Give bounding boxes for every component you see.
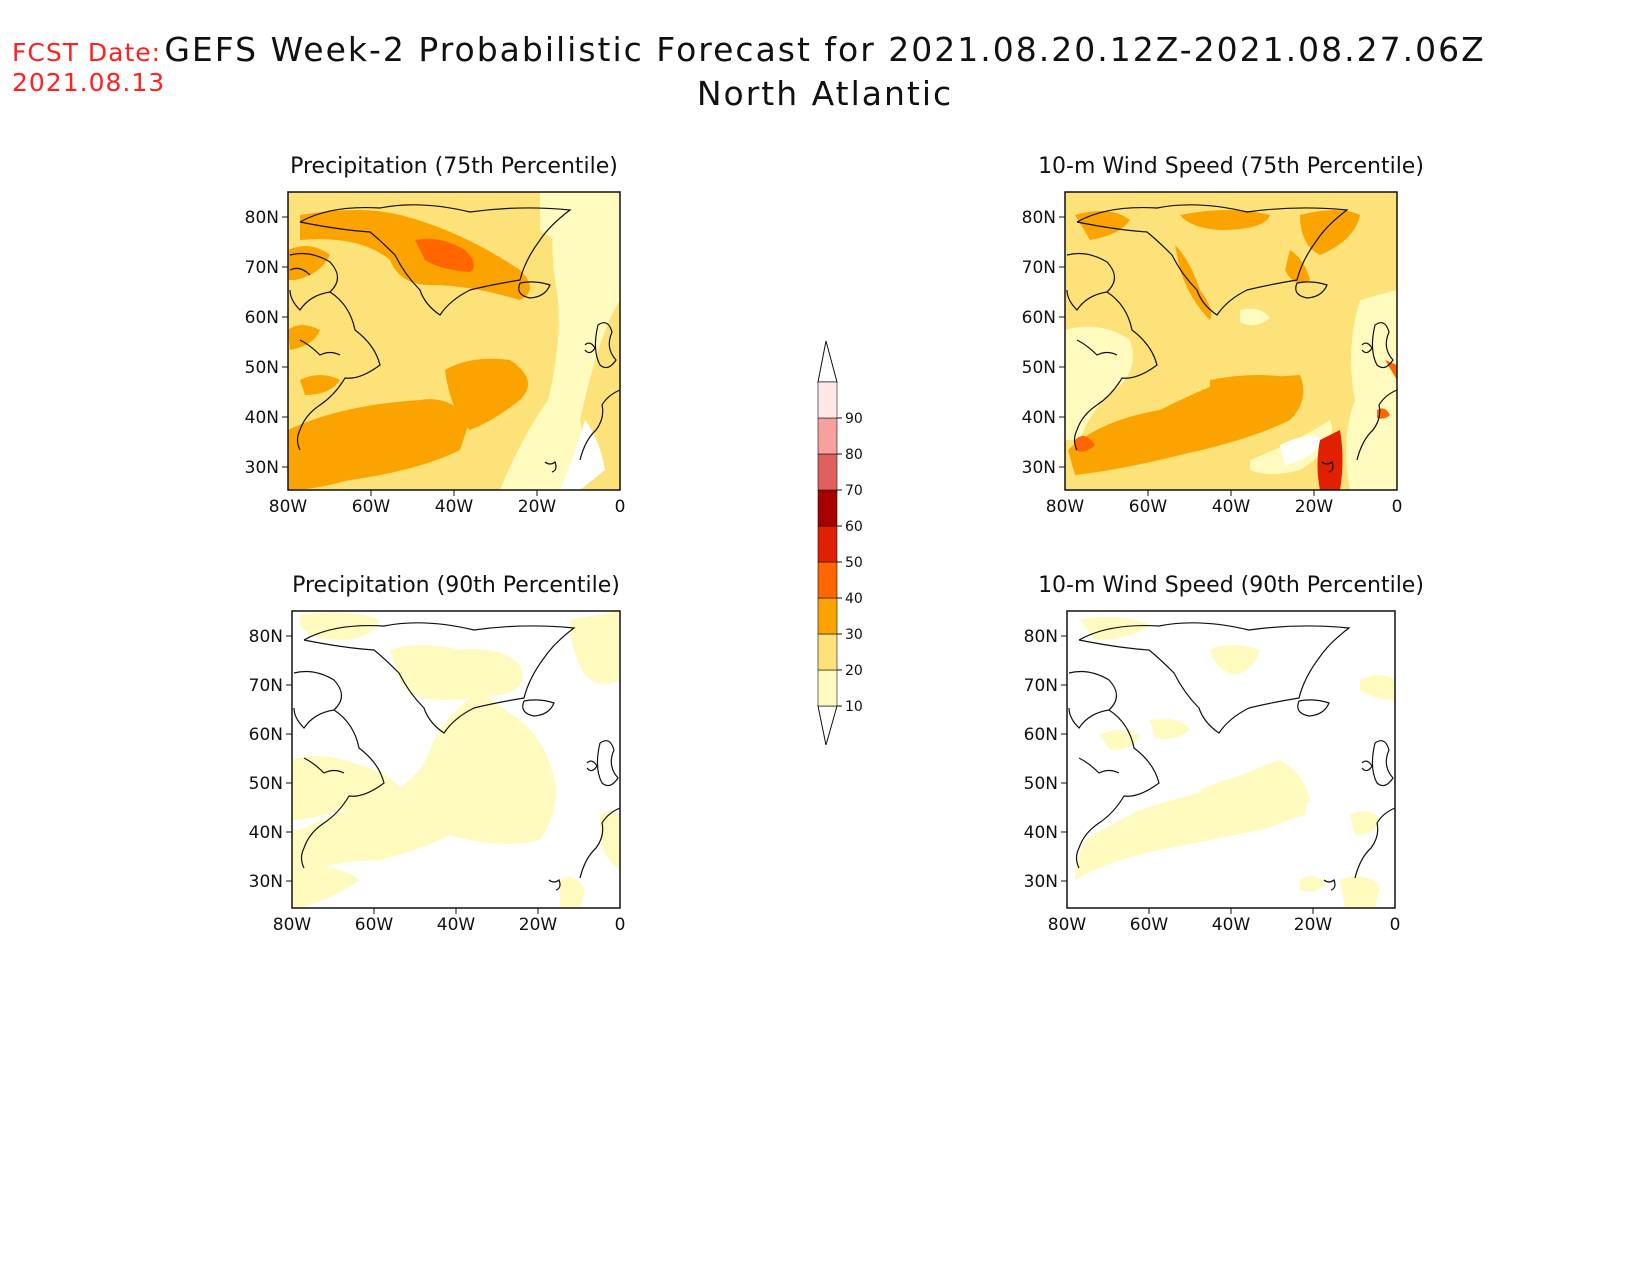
panel-title: 10-m Wind Speed (75th Percentile) <box>1038 154 1424 179</box>
lon-label: 80W <box>273 915 312 935</box>
lat-label: 30N <box>245 458 279 478</box>
lon-label: 40W <box>435 497 474 517</box>
coastline <box>1068 622 1395 891</box>
lat-label: 30N <box>1024 872 1058 892</box>
fcst-date-value: 2021.08.13 <box>12 68 166 97</box>
lon-label: 60W <box>355 915 394 935</box>
probability-field <box>1067 611 1395 908</box>
colorbar-swatch <box>817 453 838 491</box>
lon-label: 80W <box>1046 497 1085 517</box>
lon-label: 0 <box>615 915 626 935</box>
colorbar-label: 60 <box>845 519 863 535</box>
colorbar-swatch <box>817 417 838 455</box>
page-title: GEFS Week-2 Probabilistic Forecast for 2… <box>164 30 1486 69</box>
colorbar-swatch <box>817 597 838 635</box>
fcst-date-caption: FCST Date: <box>12 38 162 67</box>
probability-field <box>292 611 620 908</box>
coastline <box>1066 204 1397 473</box>
lat-label: 50N <box>245 358 279 378</box>
panel-precip-75: Precipitation (75th Percentile) <box>245 154 626 517</box>
colorbar-label: 90 <box>845 411 863 427</box>
colorbar-label: 10 <box>845 699 863 715</box>
lon-label: 60W <box>1129 497 1168 517</box>
forecast-date-label: FCST Date: 2021.08.13 <box>12 38 165 98</box>
probability-field <box>288 192 620 490</box>
colorbar-top-arrow <box>817 340 838 383</box>
lat-label: 60N <box>1024 725 1058 745</box>
lat-label: 70N <box>1022 258 1056 278</box>
lon-label: 20W <box>519 915 558 935</box>
panel-wind-75: 10-m Wind Speed (75th Percentile) <box>1022 154 1424 517</box>
lat-label: 40N <box>245 408 279 428</box>
lon-tick-labels: 80W 60W 40W 20W 0 <box>273 915 626 935</box>
panel-title: 10-m Wind Speed (90th Percentile) <box>1038 573 1424 598</box>
colorbar-swatch <box>817 633 838 671</box>
lat-label: 80N <box>245 208 279 228</box>
lat-tick-labels: 80N 70N 60N 50N 40N 30N <box>249 627 283 892</box>
lon-label: 60W <box>1130 915 1169 935</box>
lat-label: 40N <box>1024 823 1058 843</box>
colorbar-label: 80 <box>845 447 863 463</box>
lat-label: 60N <box>249 725 283 745</box>
lat-tick-labels: 80N 70N 60N 50N 40N 30N <box>245 208 279 478</box>
lat-label: 80N <box>1024 627 1058 647</box>
coastline <box>289 204 620 473</box>
lat-tick-labels: 80N 70N 60N 50N 40N 30N <box>1024 627 1058 892</box>
colorbar-label: 20 <box>845 663 863 679</box>
lat-label: 70N <box>1024 676 1058 696</box>
lat-label: 50N <box>1022 358 1056 378</box>
lat-label: 30N <box>249 872 283 892</box>
lon-label: 0 <box>1390 915 1401 935</box>
colorbar-swatch <box>817 669 838 707</box>
lon-label: 0 <box>1392 497 1403 517</box>
lon-tick-labels: 80W 60W 40W 20W 0 <box>269 497 626 517</box>
lat-label: 70N <box>245 258 279 278</box>
lon-label: 40W <box>1212 497 1251 517</box>
colorbar-swatch <box>817 525 838 563</box>
panel-precip-90: Precipitation (90th Percentile) 80N <box>249 573 626 935</box>
colorbar-bottom-arrow <box>817 705 838 746</box>
panel-wind-90: 10-m Wind Speed (90th Percentile) <box>1024 573 1424 935</box>
lon-label: 40W <box>1212 915 1251 935</box>
colorbar-label: 30 <box>845 627 863 643</box>
lat-tick-labels: 80N 70N 60N 50N 40N 30N <box>1022 208 1056 478</box>
lon-label: 0 <box>615 497 626 517</box>
lon-label: 80W <box>1048 915 1087 935</box>
panel-title: Precipitation (90th Percentile) <box>292 573 620 598</box>
lat-label: 50N <box>1024 774 1058 794</box>
lon-label: 20W <box>518 497 557 517</box>
lon-label: 20W <box>1294 915 1333 935</box>
lat-label: 60N <box>1022 308 1056 328</box>
lat-label: 70N <box>249 676 283 696</box>
colorbar-label: 40 <box>845 591 863 607</box>
page-subtitle: North Atlantic <box>696 74 954 113</box>
probability-field <box>1065 192 1397 490</box>
lat-label: 80N <box>1022 208 1056 228</box>
lon-tick-labels: 80W 60W 40W 20W 0 <box>1048 915 1401 935</box>
lat-label: 40N <box>249 823 283 843</box>
panel-title: Precipitation (75th Percentile) <box>290 154 618 179</box>
lon-label: 40W <box>437 915 476 935</box>
lon-label: 20W <box>1295 497 1334 517</box>
colorbar-swatch <box>817 489 838 527</box>
coastline <box>293 622 620 891</box>
lat-label: 50N <box>249 774 283 794</box>
lon-tick-labels: 80W 60W 40W 20W 0 <box>1046 497 1403 517</box>
lat-label: 60N <box>245 308 279 328</box>
colorbar-label: 70 <box>845 483 863 499</box>
colorbar: 10 20 30 40 50 60 70 80 90 <box>817 340 863 746</box>
lon-label: 80W <box>269 497 308 517</box>
lat-label: 80N <box>249 627 283 647</box>
lat-label: 30N <box>1022 458 1056 478</box>
colorbar-swatch <box>817 381 838 419</box>
lon-label: 60W <box>352 497 391 517</box>
colorbar-swatch <box>817 561 838 599</box>
colorbar-label: 50 <box>845 555 863 571</box>
lat-label: 40N <box>1022 408 1056 428</box>
